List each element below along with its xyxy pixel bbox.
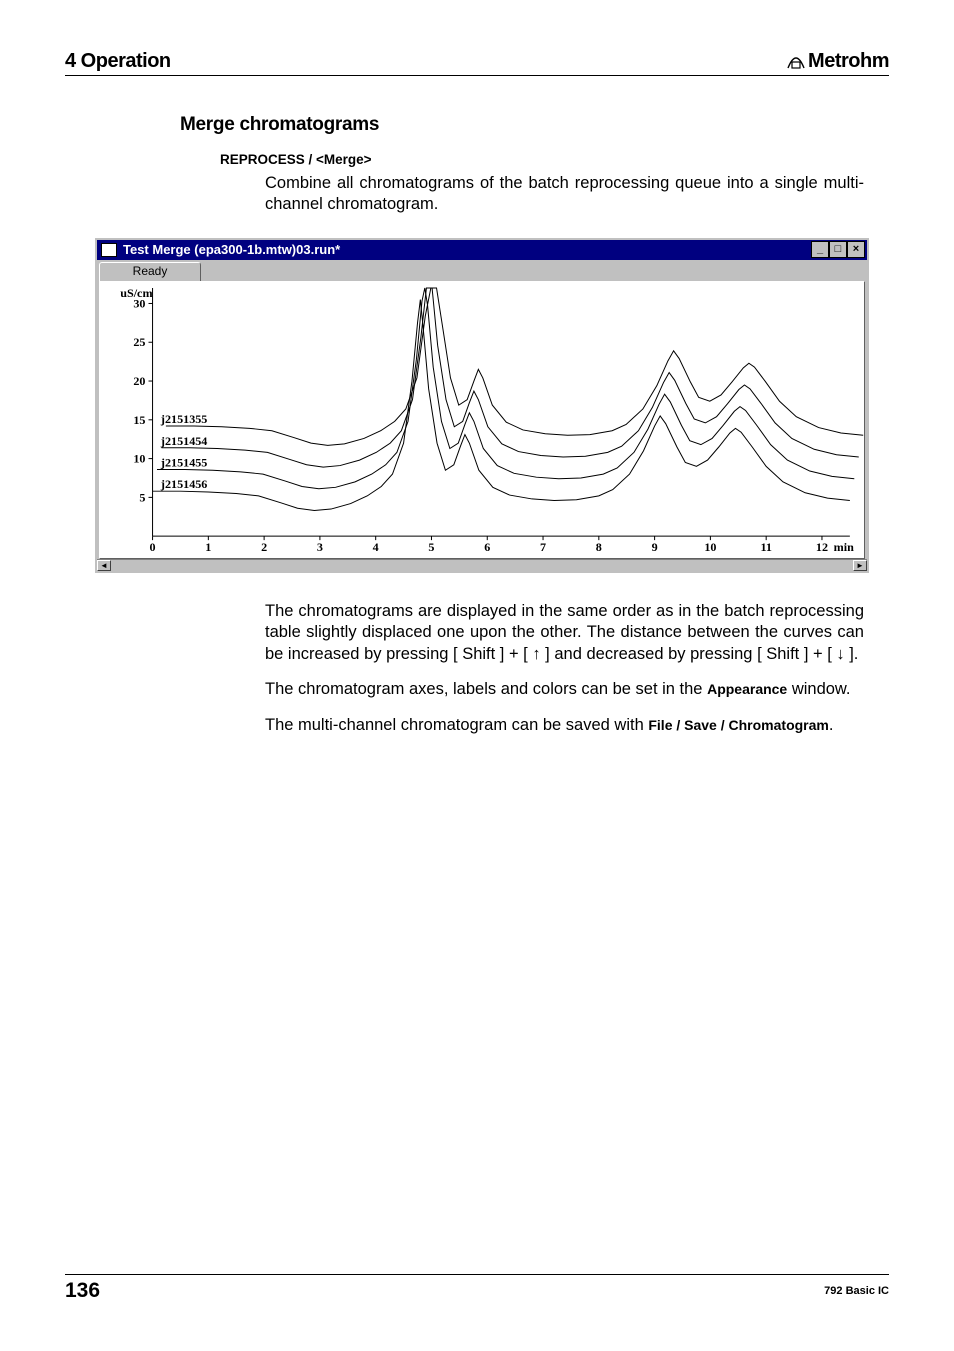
- page: 4 Operation Metrohm Merge chromatograms …: [0, 0, 954, 1351]
- svg-text:j2151456: j2151456: [160, 477, 207, 491]
- window-tabbar: Ready: [99, 262, 869, 281]
- minimize-button[interactable]: _: [811, 241, 829, 258]
- chromatogram-chart: 0123456789101112min51015202530uS/cmj2151…: [100, 282, 864, 558]
- horizontal-scrollbar[interactable]: ◄ ►: [97, 559, 867, 571]
- svg-text:10: 10: [133, 452, 145, 466]
- para-appearance-pre: The chromatogram axes, labels and colors…: [265, 680, 707, 698]
- svg-text:15: 15: [133, 413, 145, 427]
- svg-text:5: 5: [139, 490, 145, 504]
- page-footer: 136 792 Basic IC: [65, 1274, 889, 1303]
- svg-text:11: 11: [760, 540, 771, 554]
- appearance-keyword: Appearance: [707, 681, 787, 697]
- svg-text:1: 1: [205, 540, 211, 554]
- svg-text:9: 9: [652, 540, 658, 554]
- svg-text:7: 7: [540, 540, 546, 554]
- window-titlebar[interactable]: Test Merge (epa300-1b.mtw)03.run* _ □ ×: [97, 240, 867, 260]
- svg-text:uS/cm: uS/cm: [120, 286, 152, 300]
- svg-text:j2151355: j2151355: [160, 412, 207, 426]
- page-number: 136: [65, 1279, 100, 1303]
- para-save: The multi-channel chromatogram can be sa…: [265, 715, 864, 736]
- menu-path: REPROCESS / <Merge>: [220, 152, 889, 167]
- save-path-keyword: File / Save / Chroma­togram: [648, 717, 829, 733]
- page-header: 4 Operation Metrohm: [65, 50, 889, 76]
- scroll-left-button[interactable]: ◄: [97, 560, 111, 571]
- svg-text:5: 5: [428, 540, 434, 554]
- header-brand: Metrohm: [786, 50, 889, 73]
- close-button[interactable]: ×: [847, 241, 865, 258]
- svg-text:20: 20: [133, 374, 145, 388]
- para-save-pre: The multi-channel chromatogram can be sa…: [265, 716, 648, 734]
- section-title: Merge chromatograms: [180, 114, 889, 136]
- svg-text:min: min: [834, 540, 855, 554]
- para-save-post: .: [829, 716, 834, 734]
- svg-text:3: 3: [317, 540, 323, 554]
- svg-text:25: 25: [133, 335, 145, 349]
- svg-text:12: 12: [816, 540, 828, 554]
- header-section: 4 Operation: [65, 50, 171, 73]
- svg-text:0: 0: [150, 540, 156, 554]
- chromatogram-plot[interactable]: 0123456789101112min51015202530uS/cmj2151…: [99, 281, 865, 559]
- tab-ready[interactable]: Ready: [99, 262, 201, 281]
- brand-text: Metrohm: [808, 50, 889, 73]
- para-display-order: The chromatograms are displayed in the s…: [265, 601, 864, 665]
- doc-id: 792 Basic IC: [824, 1285, 889, 1297]
- svg-text:4: 4: [373, 540, 379, 554]
- window-body: Ready 0123456789101112min51015202530uS/c…: [97, 260, 867, 561]
- para-appearance-post: window.: [787, 680, 850, 698]
- maximize-button[interactable]: □: [829, 241, 847, 258]
- window-buttons: _ □ ×: [811, 241, 865, 258]
- metrohm-logo-icon: [786, 54, 806, 70]
- svg-text:8: 8: [596, 540, 602, 554]
- para-intro: Combine all chromatograms of the batch r…: [265, 173, 864, 216]
- svg-text:j2151454: j2151454: [160, 434, 207, 448]
- svg-text:10: 10: [704, 540, 716, 554]
- chromatogram-window: Test Merge (epa300-1b.mtw)03.run* _ □ × …: [95, 238, 869, 573]
- scroll-right-button[interactable]: ►: [853, 560, 867, 571]
- svg-text:j2151455: j2151455: [160, 455, 207, 469]
- window-app-icon: [101, 243, 117, 257]
- svg-text:2: 2: [261, 540, 267, 554]
- para-appearance: The chromatogram axes, labels and colors…: [265, 679, 864, 700]
- window-title: Test Merge (epa300-1b.mtw)03.run*: [123, 242, 340, 257]
- svg-text:6: 6: [484, 540, 490, 554]
